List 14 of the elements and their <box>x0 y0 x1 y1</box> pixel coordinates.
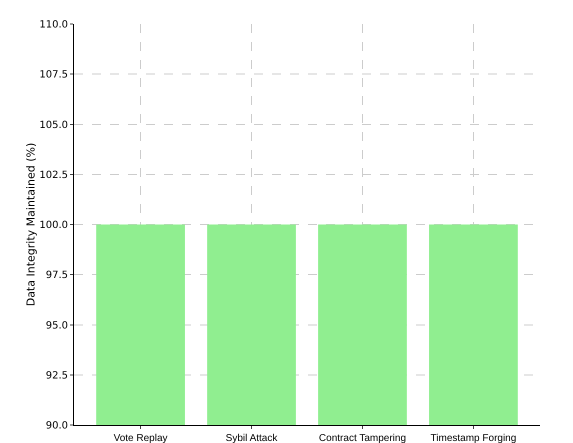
y-tick-label: 110.0 <box>39 20 68 30</box>
y-tick-label: 92.5 <box>46 370 68 382</box>
x-tick-label: Vote Replay <box>114 433 168 443</box>
x-tick-label: Sybil Attack <box>226 433 278 443</box>
y-tick-label: 105.0 <box>39 120 68 131</box>
y-tick-label: 100.0 <box>39 220 68 231</box>
y-tick-label: 90.0 <box>46 420 68 432</box>
y-tick-label: 95.0 <box>46 320 68 332</box>
y-tick-label: 102.5 <box>39 170 68 181</box>
y-tick-label: 97.5 <box>46 270 68 282</box>
y-tick-label: 107.5 <box>39 70 68 81</box>
y-axis-title: Data Integrity Maintained (%) <box>24 142 38 306</box>
x-tick-label: Contract Tampering <box>318 433 406 443</box>
x-tick-label: Timestamp Forging <box>430 433 516 443</box>
